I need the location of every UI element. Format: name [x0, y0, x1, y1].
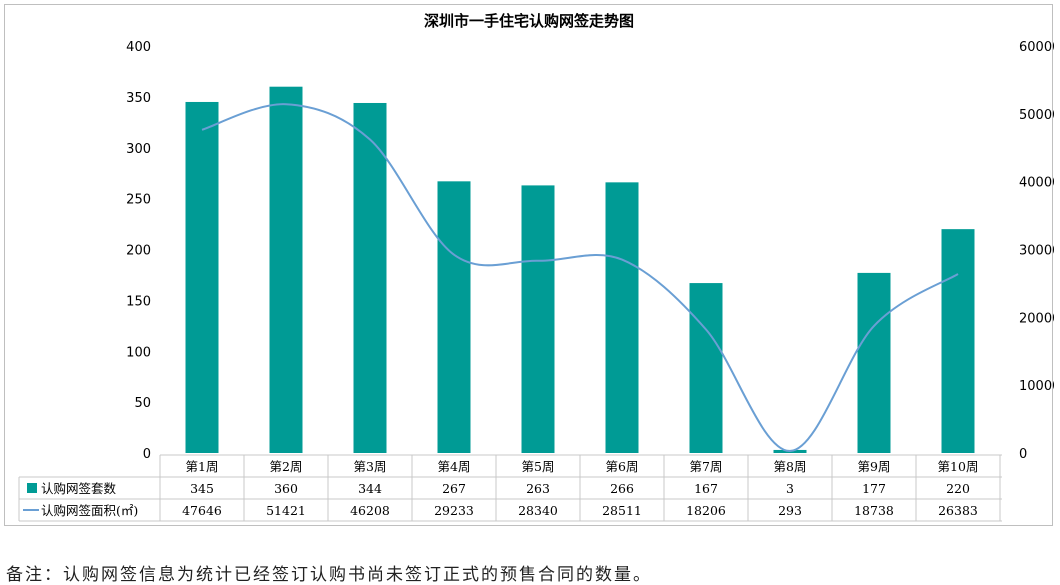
x-tick-label: 第10周 [938, 459, 979, 474]
bar [185, 101, 219, 454]
bar [857, 272, 891, 453]
bar [269, 86, 303, 453]
left-tick-label: 0 [143, 447, 151, 462]
left-tick-label: 350 [126, 91, 151, 106]
data-label-line: 47646 [182, 503, 222, 518]
data-label-line: 26383 [938, 503, 978, 518]
bar [437, 181, 471, 453]
data-label-line: 293 [778, 503, 802, 518]
legend-swatch-bar [27, 483, 37, 493]
legend-label-line: 认购网签面积(㎡) [41, 503, 138, 518]
chart: 深圳市一手住宅认购网签走势图 050100150200250300350400 … [18, 12, 1054, 522]
bar-series [185, 86, 975, 454]
x-tick-label: 第6周 [606, 459, 639, 474]
data-label-bar: 263 [526, 481, 550, 496]
bar [353, 102, 387, 453]
right-tick-label: 40000 [1019, 176, 1054, 191]
right-tick-label: 20000 [1019, 311, 1054, 326]
left-tick-label: 50 [134, 396, 151, 411]
data-label-line: 18206 [686, 503, 726, 518]
bar [941, 229, 975, 453]
right-tick-label: 10000 [1019, 379, 1054, 394]
left-tick-label: 100 [126, 345, 151, 360]
data-label-line: 51421 [266, 503, 306, 518]
bar [605, 182, 639, 453]
left-tick-label: 200 [126, 244, 151, 259]
chart-frame: 深圳市一手住宅认购网签走势图 0 50 100 150 200 250 300 350 400 … [4, 4, 1054, 526]
line-path [201, 103, 959, 453]
right-tick-label: 50000 [1019, 108, 1054, 123]
right-axis: 0 10000 20000 30000 40000 50000 60000 [1019, 40, 1054, 462]
data-label-line: 46208 [350, 503, 390, 518]
data-label-bar: 267 [442, 481, 466, 496]
left-axis: 0 50 100 150 200 250 300 350 400 [126, 40, 151, 462]
left-tick-label: 250 [126, 193, 151, 208]
x-tick-label: 第5周 [522, 459, 555, 474]
data-label-bar: 167 [694, 481, 718, 496]
data-label-line: 28340 [518, 503, 558, 518]
data-label-line: 18738 [854, 503, 894, 518]
data-label-bar: 360 [274, 481, 298, 496]
x-tick-label: 第9周 [858, 459, 891, 474]
data-label-bar: 345 [190, 481, 214, 496]
x-tick-label: 第8周 [774, 459, 807, 474]
data-label-bar: 266 [610, 481, 634, 496]
legend-label-bar: 认购网签套数 [41, 481, 117, 496]
data-label-bar: 177 [862, 481, 886, 496]
right-tick-label: 60000 [1019, 40, 1054, 55]
x-tick-label: 第4周 [438, 459, 471, 474]
footnote: 备注：认购网签信息为统计已经签订认购书尚未签订正式的预售合同的数量。 [6, 565, 652, 585]
line-series [201, 103, 959, 453]
bar [521, 185, 555, 453]
x-tick-label: 第2周 [270, 459, 303, 474]
x-tick-label: 第3周 [354, 459, 387, 474]
data-label-line: 28511 [602, 503, 642, 518]
x-tick-label: 第7周 [690, 459, 723, 474]
bar [689, 283, 723, 453]
data-label-bar: 3 [786, 481, 794, 496]
left-tick-label: 150 [126, 294, 151, 309]
left-tick-label: 300 [126, 142, 151, 157]
data-label-bar: 220 [946, 481, 970, 496]
right-tick-label: 30000 [1019, 244, 1054, 259]
left-tick-label: 400 [126, 40, 151, 55]
data-label-bar: 344 [358, 481, 382, 496]
data-label-line: 29233 [434, 503, 474, 518]
right-tick-label: 0 [1019, 447, 1027, 462]
x-tick-label: 第1周 [186, 459, 219, 474]
chart-title: 深圳市一手住宅认购网签走势图 [424, 12, 634, 30]
